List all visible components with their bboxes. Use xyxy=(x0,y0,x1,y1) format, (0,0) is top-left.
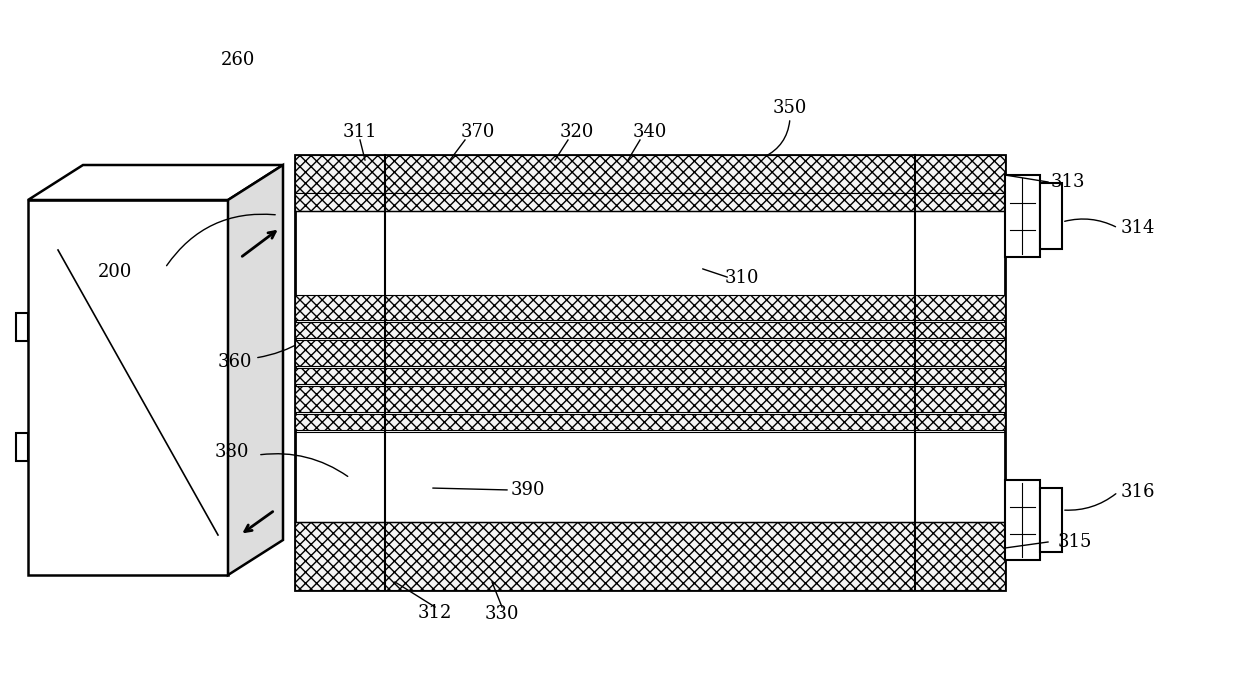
Bar xyxy=(1040,183,1062,249)
Text: 370: 370 xyxy=(461,123,496,141)
Text: 312: 312 xyxy=(418,604,452,622)
Text: 260: 260 xyxy=(221,51,255,69)
Polygon shape xyxy=(228,165,282,575)
Text: 330: 330 xyxy=(484,605,519,623)
Bar xyxy=(1005,175,1040,257)
Bar xyxy=(16,433,28,461)
Bar xyxy=(295,295,1005,320)
Text: 311: 311 xyxy=(343,123,377,141)
Text: 313: 313 xyxy=(1051,173,1085,191)
Text: 200: 200 xyxy=(98,263,133,281)
Text: 380: 380 xyxy=(214,443,249,461)
Bar xyxy=(295,193,1005,211)
Text: 310: 310 xyxy=(725,269,760,287)
Text: 390: 390 xyxy=(510,481,545,499)
Bar xyxy=(28,200,228,575)
Bar xyxy=(295,155,1005,193)
Bar xyxy=(295,386,1005,412)
Text: 320: 320 xyxy=(560,123,595,141)
Bar xyxy=(16,312,28,341)
Bar xyxy=(1005,480,1040,560)
Polygon shape xyxy=(28,165,282,200)
Bar xyxy=(295,155,1005,590)
Text: 350: 350 xyxy=(773,99,807,117)
Text: 314: 314 xyxy=(1121,219,1155,237)
Bar xyxy=(295,522,1005,590)
Text: 316: 316 xyxy=(1121,483,1155,501)
Bar xyxy=(1040,488,1062,552)
Bar xyxy=(295,340,1005,366)
Bar xyxy=(295,368,1005,384)
Bar xyxy=(295,414,1005,430)
Bar xyxy=(295,322,1005,338)
Text: 315: 315 xyxy=(1058,533,1093,551)
Text: 360: 360 xyxy=(218,353,253,371)
Text: 340: 340 xyxy=(633,123,667,141)
